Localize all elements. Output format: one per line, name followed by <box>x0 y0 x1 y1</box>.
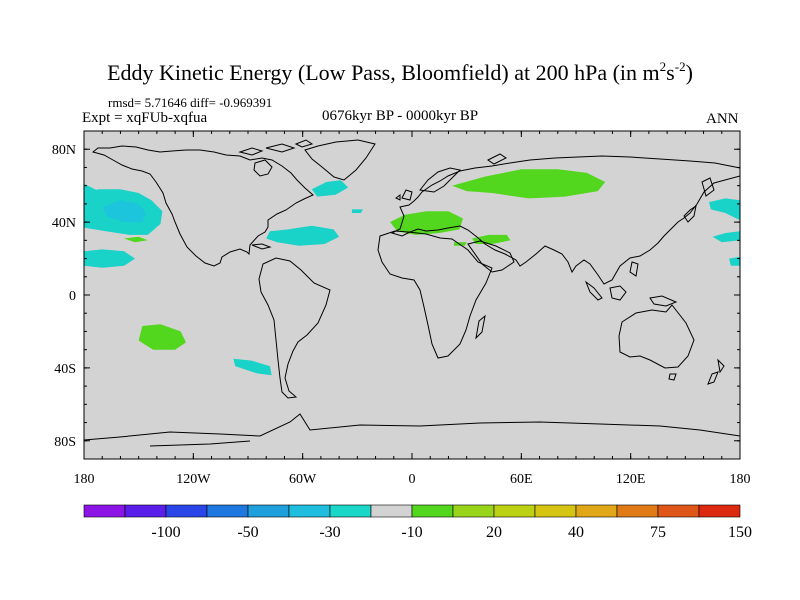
colorbar-swatch <box>575 504 618 518</box>
anomaly-region-central-pacific-spot <box>124 236 148 243</box>
x-axis-ticks: 180 120W 60W 0 60E 120E 180 <box>74 131 751 487</box>
x-tick-label: 0 <box>409 472 416 487</box>
x-tick-label: 60E <box>510 472 533 487</box>
period-label: 0676kyr BP - 0000kyr BP <box>322 108 479 124</box>
season-label: ANN <box>706 111 739 127</box>
coast-antarctica <box>84 413 740 441</box>
y-tick-label: 40S <box>54 362 76 377</box>
x-tick-label: 180 <box>74 472 95 487</box>
colorbar-swatch <box>206 504 249 518</box>
coast-antarctic-ross <box>149 440 251 447</box>
anomaly-region-south-pacific <box>138 324 186 350</box>
coast-eurasia <box>390 155 740 285</box>
coast-british-isles <box>395 189 413 201</box>
anomaly-region-labrador-greenland <box>311 180 349 197</box>
coast-north-america <box>91 145 314 267</box>
colorbar-swatch <box>452 504 495 518</box>
colorbar-swatch <box>370 504 413 518</box>
rmsd-diff-stats: rmsd= 5.71646 diff= -0.969391 <box>108 95 273 110</box>
anomaly-region-north-atlantic-subtropics <box>266 225 340 246</box>
experiment-label: Expt = xqFUb-xqfua <box>82 110 208 126</box>
y-tick-label: 80N <box>52 143 76 158</box>
plot-title: Eddy Kinetic Energy (Low Pass, Bloomfiel… <box>107 59 693 85</box>
coast-arctic-islands <box>238 139 314 156</box>
coast-cuba <box>251 243 272 250</box>
x-tick-label: 60W <box>289 472 317 487</box>
coast-tasmania <box>668 373 677 381</box>
colorbar-swatch <box>657 504 700 518</box>
coast-kamchatka <box>701 177 715 197</box>
colorbar-label: 150 <box>728 524 752 541</box>
coast-africa <box>377 230 493 359</box>
y-tick-label: 0 <box>69 289 76 304</box>
coastlines <box>84 139 740 447</box>
coast-borneo <box>609 285 627 301</box>
coast-novaya-zemlya <box>487 153 507 165</box>
colorbar-swatch <box>247 504 290 518</box>
colorbar-label: 75 <box>650 524 666 541</box>
coast-south-america <box>258 257 331 399</box>
coast-australia <box>618 304 695 369</box>
x-tick-label: 180 <box>730 472 751 487</box>
colorbar-swatch <box>165 504 208 518</box>
anomaly-region-south-pacific-east <box>233 358 272 376</box>
map-background <box>84 131 740 459</box>
anomaly-region-north-pacific-core <box>102 200 146 223</box>
anomaly-region-north-pacific-far-east <box>709 198 740 221</box>
colorbar-swatch <box>698 504 741 518</box>
colorbar-label: 20 <box>486 524 502 541</box>
colorbar-swatch <box>83 504 126 518</box>
colorbar: -100 -50 -30 -10 20 40 75 150 <box>83 504 752 541</box>
y-axis-ticks: 80N 40N 0 40S 80S <box>52 130 740 460</box>
y-tick-label: 80S <box>54 435 76 450</box>
colorbar-swatch <box>534 504 577 518</box>
coast-japan <box>683 204 697 223</box>
colorbar-label: 40 <box>568 524 584 541</box>
coast-hudson-bay <box>253 159 273 177</box>
x-tick-label: 120W <box>176 472 211 487</box>
anomaly-region-north-pacific-east-band <box>712 231 740 243</box>
colorbar-swatch <box>411 504 454 518</box>
colorbar-swatch <box>288 504 331 518</box>
anomaly-region-east-pacific-subtropics <box>84 249 135 268</box>
coast-new-zealand <box>707 358 725 385</box>
colorbar-swatch <box>616 504 659 518</box>
x-tick-label: 120E <box>616 472 646 487</box>
colorbar-swatch <box>493 504 536 518</box>
coast-new-guinea <box>649 295 678 307</box>
anomaly-region-atlantic-small-spot <box>351 209 363 213</box>
colorbar-label: -50 <box>237 524 258 541</box>
coast-greenland <box>304 139 376 181</box>
colorbar-label: -30 <box>319 524 340 541</box>
anomaly-regions <box>84 169 740 376</box>
coast-scandinavia <box>419 167 462 193</box>
colorbar-swatch <box>124 504 167 518</box>
colorbar-swatch <box>329 504 372 518</box>
coast-sumatra <box>584 280 603 301</box>
colorbar-label: -10 <box>401 524 422 541</box>
coast-arabia <box>467 240 515 273</box>
anomaly-region-siberia <box>452 169 606 199</box>
coast-philippines <box>629 261 639 277</box>
coast-madagascar <box>475 314 486 340</box>
y-tick-label: 40N <box>52 216 76 231</box>
colorbar-label: -100 <box>151 524 180 541</box>
